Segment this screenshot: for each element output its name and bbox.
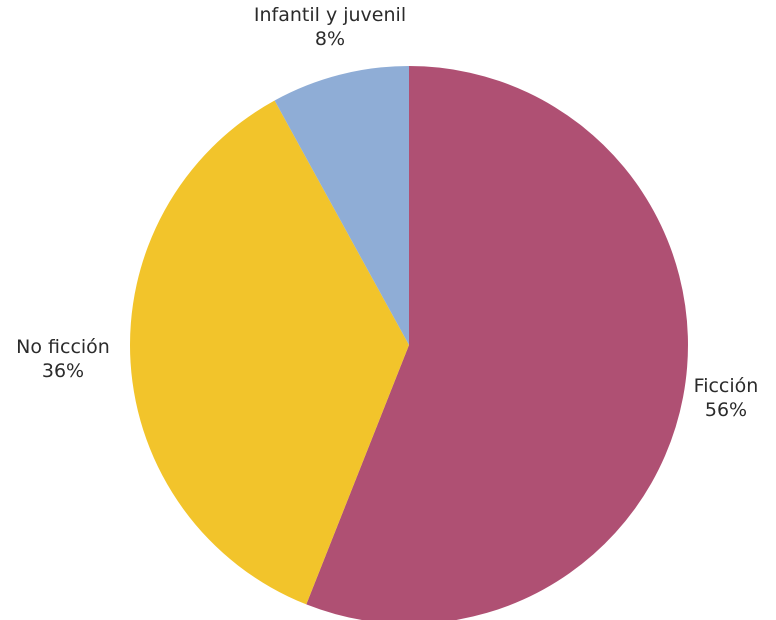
pie-slice-0 bbox=[306, 66, 688, 620]
pie-slice-1 bbox=[129, 100, 409, 605]
pie-slices bbox=[129, 66, 688, 620]
slice-percent-label: 36% bbox=[42, 360, 84, 382]
slice-category-label: Infantil y juvenil bbox=[254, 4, 406, 26]
slice-percent-label: 56% bbox=[705, 399, 747, 421]
slice-category-label: Ficción bbox=[694, 375, 759, 397]
slice-data-label-0: Ficción 56% bbox=[694, 375, 759, 421]
pie-labels: Ficción 56% No ficción 36% Infantil y juveni… bbox=[16, 4, 758, 421]
slice-data-label-1: No ficción 36% bbox=[16, 336, 110, 382]
pie-slice-2 bbox=[274, 66, 409, 345]
slice-percent-label: 8% bbox=[315, 28, 345, 50]
slice-category-label: No ficción bbox=[16, 336, 110, 358]
slice-data-label-2: Infantil y juvenil 8% bbox=[254, 4, 406, 50]
